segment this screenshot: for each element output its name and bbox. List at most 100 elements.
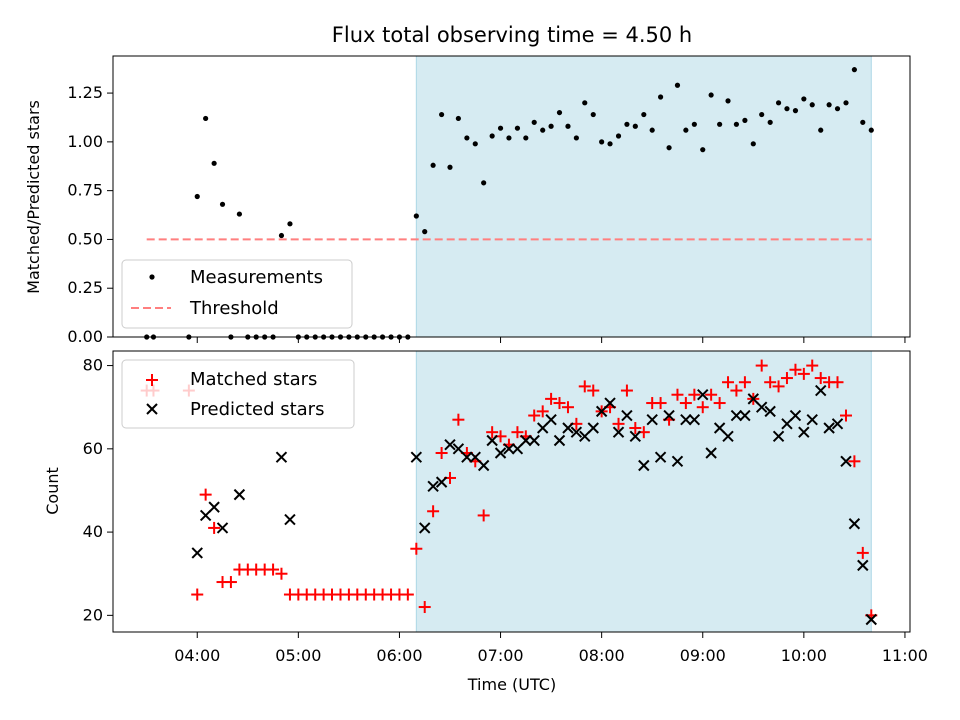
matched-point: [772, 380, 785, 393]
matched-point: [814, 372, 827, 385]
predicted-point: [503, 443, 515, 455]
measurement-point: [194, 193, 200, 200]
matched-point: [452, 413, 465, 426]
matched-point: [705, 388, 718, 401]
matched-point: [612, 417, 625, 430]
matched-point: [738, 376, 751, 389]
matched-point: [553, 397, 566, 410]
predicted-point: [823, 422, 835, 434]
bottom-y-tick-label: 40: [83, 522, 103, 541]
bottom-x-tick-label: 07:00: [477, 646, 523, 665]
matched-point: [435, 446, 448, 459]
matched-point: [671, 388, 684, 401]
measurement-point: [649, 127, 655, 133]
legend-predicted-marker: [146, 403, 158, 415]
matched-point: [713, 397, 726, 410]
matched-point: [806, 359, 819, 372]
measurement-point: [624, 121, 630, 127]
legend-measurements-marker: [149, 274, 155, 280]
bottom-x-tick-label: 06:00: [376, 646, 422, 665]
measurement-point: [632, 123, 638, 129]
measurement-point: [236, 211, 243, 217]
bottom-y-axis: 20 40 60 80: [83, 356, 113, 624]
matched-point: [587, 384, 600, 397]
measurement-point: [590, 111, 596, 118]
bottom-panel: 20 40 60 80 04:00 05:00 06:00 07:00 08:00 09:00 1…: [43, 350, 928, 694]
measurement-point: [211, 160, 217, 166]
measurement-point: [759, 111, 765, 118]
top-y-tick-label: 0.75: [67, 181, 103, 200]
bottom-x-tick-label: 10:00: [781, 646, 827, 665]
predicted-point: [722, 430, 734, 443]
bottom-legend-box: [121, 359, 355, 429]
top-panel: 0.00 0.25 0.50 0.75 1.00 1.25 Matched/Predict…: [24, 55, 911, 346]
matched-point: [208, 521, 221, 534]
predicted-point: [410, 451, 423, 463]
matched-point: [224, 576, 237, 589]
predicted-point: [638, 459, 650, 472]
matched-point: [730, 384, 743, 397]
measurement-point: [750, 141, 756, 147]
top-legend-box: [121, 259, 353, 329]
predicted-point: [755, 401, 768, 413]
predicted-point: [452, 443, 465, 455]
predicted-point: [435, 476, 448, 488]
measurement-point: [413, 213, 419, 219]
predicted-point: [621, 409, 633, 422]
measurement-point: [203, 115, 209, 122]
legend-matched-label: Matched stars: [190, 369, 317, 390]
top-y-tick-label: 0.25: [67, 278, 103, 297]
top-y-tick-label: 0.50: [67, 229, 103, 248]
measurement-point: [422, 229, 428, 235]
predicted-point: [857, 559, 869, 572]
predicted-point: [427, 480, 439, 493]
measurement-point: [481, 180, 487, 186]
matched-point: [561, 401, 574, 414]
predicted-point: [831, 418, 844, 430]
legend-threshold-label: Threshold: [189, 298, 279, 319]
measurement-point: [607, 141, 613, 147]
predicted-point: [469, 451, 481, 463]
predicted-point: [284, 513, 296, 526]
bottom-x-tick-label: 11:00: [882, 646, 928, 665]
matched-point: [418, 601, 431, 614]
measurement-point: [497, 125, 504, 131]
predicted-point: [713, 422, 726, 434]
measurement-point: [801, 96, 807, 102]
legend-matched-marker: [146, 374, 158, 386]
measurement-point: [548, 123, 554, 129]
predicted-point: [191, 547, 203, 559]
predicted-point: [697, 389, 709, 401]
measurement-point: [489, 133, 495, 139]
bottom-y-axis-label: Count: [43, 467, 62, 515]
matched-point: [486, 426, 499, 439]
matched-point: [427, 505, 440, 518]
measurement-point: [565, 123, 571, 129]
bottom-x-tick-label: 09:00: [680, 646, 726, 665]
predicted-point: [595, 405, 608, 418]
predicted-point: [705, 447, 717, 459]
predicted-point: [216, 522, 229, 534]
measurement-point: [472, 141, 478, 147]
measurement-point: [641, 111, 647, 118]
measurement-point: [700, 147, 706, 153]
matched-point: [401, 588, 414, 601]
matched-point: [578, 380, 591, 393]
measurement-point: [767, 119, 773, 125]
predicted-point: [629, 430, 642, 443]
matched-point: [789, 363, 802, 376]
measurement-point: [784, 106, 790, 112]
chart-title: Flux total observing time = 4.50 h: [332, 23, 692, 47]
predicted-point: [444, 438, 456, 451]
measurement-point: [219, 201, 226, 207]
predicted-point: [545, 413, 557, 426]
measurement-point: [573, 135, 579, 141]
predicted-point: [688, 413, 701, 426]
matched-point: [831, 376, 844, 389]
predicted-point: [477, 459, 490, 472]
predicted-point: [671, 455, 684, 468]
predicted-point: [562, 422, 574, 434]
matched-point: [620, 384, 633, 397]
predicted-stars-points: [191, 384, 877, 626]
matched-point: [780, 372, 793, 385]
